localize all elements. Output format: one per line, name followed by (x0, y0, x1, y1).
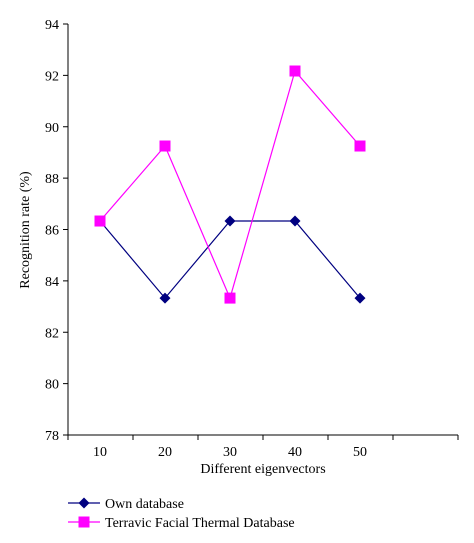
series-terravic-database (94, 65, 366, 304)
legend: Own database Terravic Facial Thermal Data… (68, 497, 295, 531)
x-tick-label: 40 (288, 445, 302, 460)
x-tick-label: 50 (353, 445, 367, 460)
y-axis-label: Recognition rate (%) (18, 171, 33, 289)
legend-label: Own database (105, 497, 184, 512)
series-layer (94, 65, 366, 304)
y-tick-label: 78 (45, 429, 59, 444)
y-tick-label: 92 (45, 69, 59, 84)
series-line (99, 220, 361, 300)
x-tick-label: 30 (223, 445, 237, 460)
data-point (289, 215, 301, 227)
data-point (224, 292, 236, 304)
data-point (159, 292, 171, 304)
series-line (99, 69, 361, 300)
data-point (94, 215, 106, 227)
y-tick-label: 90 (45, 121, 59, 136)
legend-marker (78, 497, 90, 509)
series-own-database (94, 215, 366, 304)
legend-marker (78, 516, 90, 528)
data-point (159, 140, 171, 152)
data-point (289, 65, 301, 77)
y-tick-label: 86 (45, 224, 59, 239)
data-point (224, 215, 236, 227)
legend-item: Own database (68, 497, 184, 512)
x-ticks: 10 20 30 40 50 (67, 435, 459, 460)
x-tick-label: 20 (158, 445, 172, 460)
data-point (354, 292, 366, 304)
y-tick-label: 88 (45, 172, 59, 187)
y-tick-label: 94 (45, 18, 59, 33)
legend-item: Terravic Facial Thermal Database (68, 516, 295, 531)
axes (67, 24, 458, 436)
y-tick-label: 80 (45, 378, 59, 393)
legend-label: Terravic Facial Thermal Database (105, 516, 295, 531)
x-axis-label: Different eigenvectors (200, 462, 325, 477)
y-ticks: 78 80 82 84 86 88 90 92 94 (45, 18, 68, 444)
x-tick-label: 10 (93, 445, 107, 460)
y-tick-label: 84 (45, 275, 59, 290)
data-point (354, 140, 366, 152)
y-tick-label: 82 (45, 326, 59, 341)
